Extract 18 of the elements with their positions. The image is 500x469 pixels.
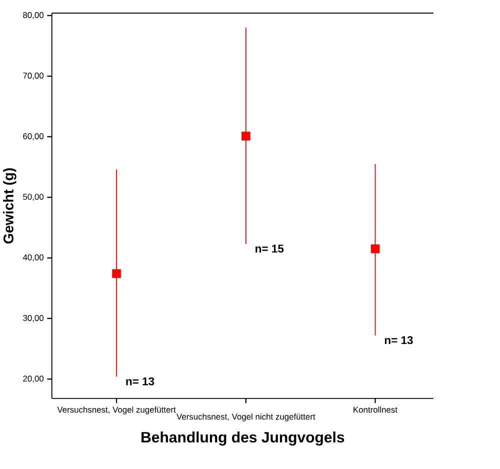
x-tick-label: Versuchsnest, Vogel zugefüttert (57, 406, 176, 414)
annotation: n= 13 (126, 377, 154, 386)
x-tick-label: Versuchsnest, Vogel nicht zugefüttert (176, 414, 316, 422)
x-tick-label: Kontrollnest (354, 406, 398, 413)
y-tick-label: 70,00 (23, 72, 44, 80)
annotation: n= 13 (384, 336, 413, 344)
y-tick-label: 60,00 (23, 133, 44, 140)
y-tick-label: 30,00 (23, 315, 44, 322)
y-axis-title: Gewicht (g) (3, 168, 16, 244)
point (112, 269, 121, 278)
point (370, 244, 380, 254)
annotation: n= 15 (256, 244, 284, 253)
y-tick-label: 20,00 (23, 376, 44, 383)
y-tick-label: 40,00 (22, 254, 44, 262)
x-axis-title: Behandlung des Jungvogels (142, 432, 344, 446)
y-tick-label: 80,00 (23, 12, 44, 20)
point (241, 132, 250, 141)
y-tick-label: 50,00 (23, 194, 44, 201)
